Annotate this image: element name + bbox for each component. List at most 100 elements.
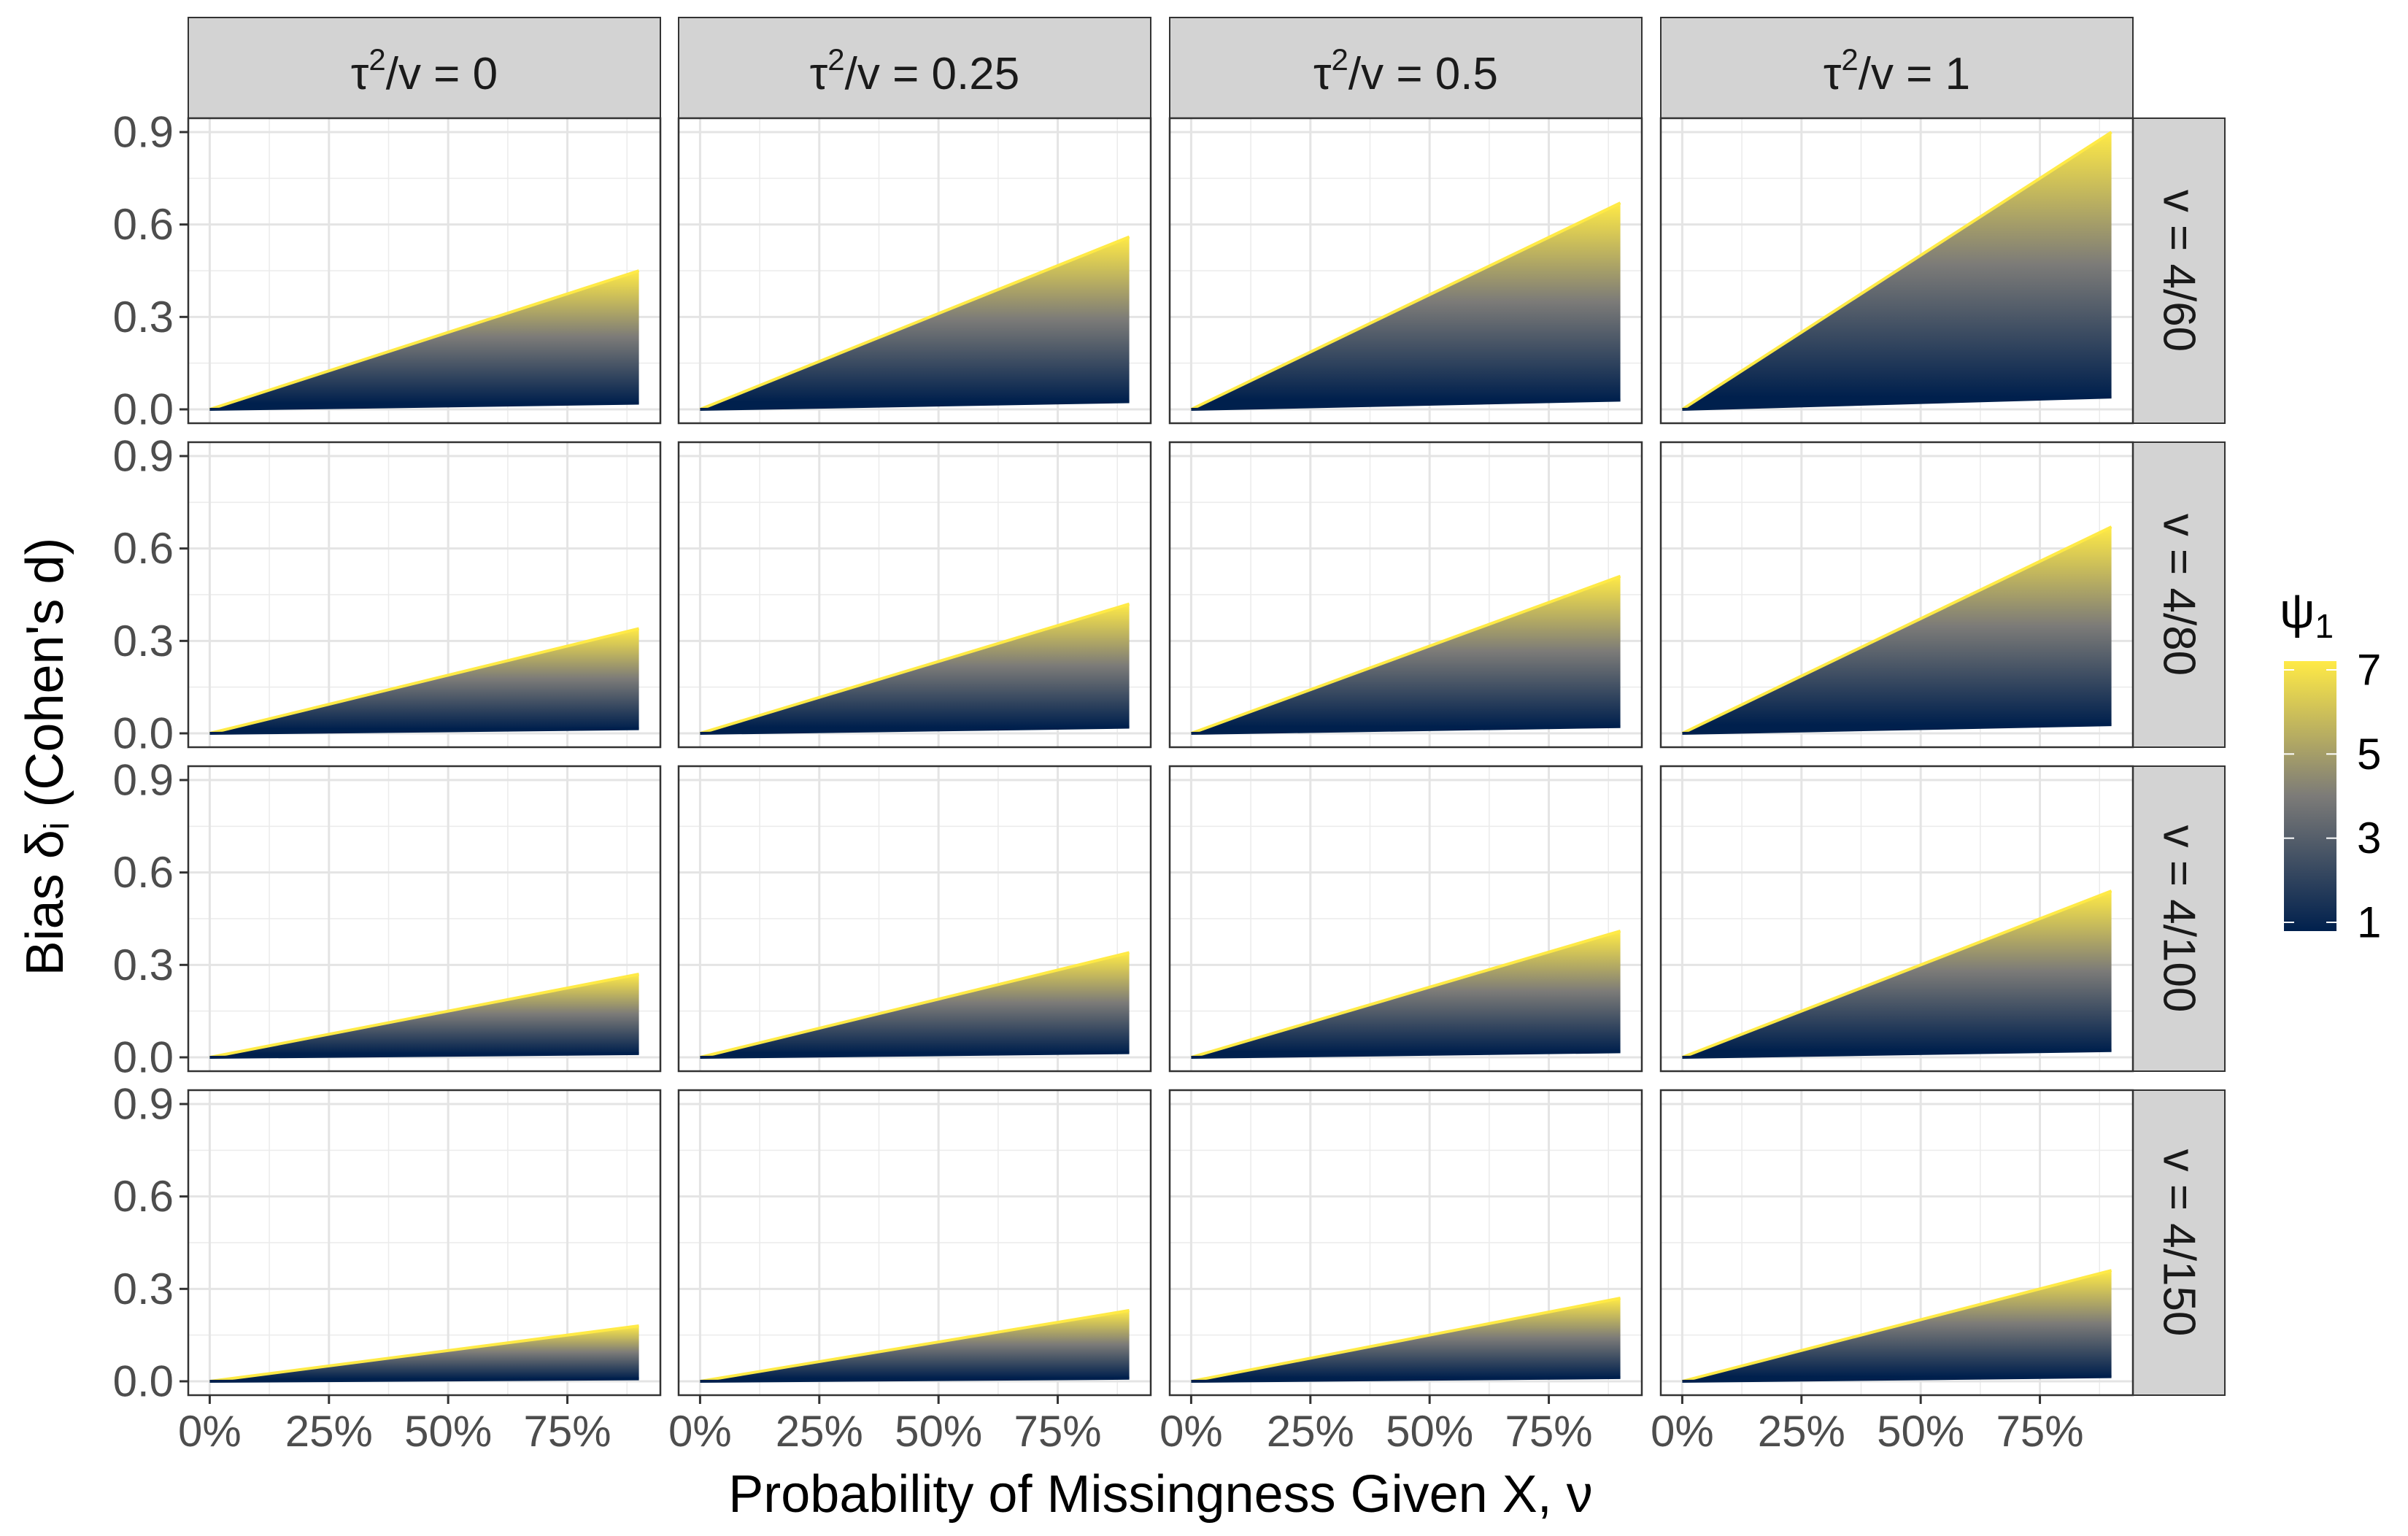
panel-border xyxy=(677,441,1152,749)
col-strip-bg xyxy=(1660,17,2134,119)
x-axis-title: Probability of Missingness Given X, ν xyxy=(728,1465,1592,1524)
bias-lower-line xyxy=(1191,398,1621,411)
legend-label: 3 xyxy=(2357,814,2381,862)
x-tick-label: 0% xyxy=(668,1407,732,1456)
row-strip-label: v = 4/100 xyxy=(2154,825,2204,1013)
col-strip-label: τ2/v = 0.5 xyxy=(1313,42,1498,99)
x-tick-label: 50% xyxy=(404,1407,492,1456)
panel-border xyxy=(187,1089,662,1397)
bias-upper-line xyxy=(1681,1269,2112,1383)
x-tick-label: 0% xyxy=(1651,1407,1714,1456)
bias-upper-line xyxy=(699,951,1130,1059)
y-tick-label: 0.6 xyxy=(113,1172,174,1221)
bias-upper-line xyxy=(1190,201,1621,411)
x-tick-label: 75% xyxy=(1996,1407,2084,1456)
y-tick-label: 0.9 xyxy=(113,108,174,157)
panel-border xyxy=(187,765,662,1073)
legend-colorbar xyxy=(2284,661,2336,931)
x-tick-label: 0% xyxy=(1159,1407,1223,1456)
row-strip-1: v = 4/80 xyxy=(2132,441,2226,748)
bias-lower-line xyxy=(700,725,1130,735)
legend-label: 7 xyxy=(2357,646,2381,695)
bias-lower-line xyxy=(1682,1049,2112,1059)
y-tick-label: 0.3 xyxy=(113,1265,174,1313)
bias-lower-line xyxy=(209,1377,639,1383)
panel-r0-c2 xyxy=(1168,117,1643,425)
bias-upper-line xyxy=(1681,889,2112,1059)
y-tick-label: 0.9 xyxy=(113,432,174,481)
panel-r3-c2: 0% 25% 50% 75% xyxy=(1159,1089,1643,1456)
panel-border xyxy=(187,117,662,425)
y-tick-label: 0.9 xyxy=(113,756,174,805)
bias-upper-line xyxy=(1191,1297,1621,1383)
y-tick-label: 0.0 xyxy=(113,709,174,758)
x-tick-label: 75% xyxy=(1505,1407,1593,1456)
panel-r1-c0: 0.0 0.3 0.6 0.9 xyxy=(113,432,662,758)
bias-upper-line xyxy=(699,602,1130,735)
y-tick-label: 0.6 xyxy=(113,524,174,573)
panel-r0-c0: 0.0 0.3 0.6 0.9 xyxy=(113,108,662,434)
col-strip-bg xyxy=(188,17,661,119)
x-tick-label: 50% xyxy=(1877,1407,1964,1456)
bias-upper-line xyxy=(209,1324,639,1383)
bias-upper-line xyxy=(209,973,639,1059)
legend-label: 5 xyxy=(2357,730,2381,779)
bias-lower-line xyxy=(1191,1375,1621,1383)
panel-r3-c3: 0% 25% 50% 75% xyxy=(1651,1089,2134,1456)
x-tick-label: 25% xyxy=(1758,1407,1845,1456)
bias-upper-line xyxy=(700,1308,1130,1383)
bias-upper-line xyxy=(209,627,640,735)
bias-upper-line xyxy=(1190,574,1621,735)
panel-border xyxy=(1659,441,2134,749)
bias-lower-line xyxy=(700,400,1130,411)
bias-lower-line xyxy=(209,1051,639,1059)
col-strip-3: τ2/v = 1 xyxy=(1660,17,2134,119)
x-tick-label: 0% xyxy=(178,1407,242,1456)
y-tick-label: 0.3 xyxy=(113,617,174,665)
panel-border xyxy=(1659,765,2134,1073)
row-strip-bg xyxy=(2132,765,2226,1072)
col-strip-bg xyxy=(1169,17,1643,119)
bias-upper-line xyxy=(699,235,1130,411)
bias-lower-line xyxy=(1682,1375,2112,1383)
panel-border xyxy=(1168,117,1643,425)
legend-label: 1 xyxy=(2357,898,2381,947)
panel-border xyxy=(1659,1089,2134,1397)
panel-border xyxy=(1168,441,1643,749)
x-tick-label: 25% xyxy=(776,1407,863,1456)
x-tick-label: 50% xyxy=(895,1407,982,1456)
legend-title: ψ1 xyxy=(2280,583,2334,645)
bias-lower-line xyxy=(209,727,639,735)
panel-border xyxy=(677,1089,1152,1397)
x-tick-label: 25% xyxy=(285,1407,373,1456)
y-tick-label: 0.6 xyxy=(113,200,174,249)
row-strip-label: v = 4/150 xyxy=(2154,1149,2204,1337)
y-axis-title: Bias δi (Cohen's d) xyxy=(16,538,77,976)
panel-r1-c2 xyxy=(1168,441,1643,749)
panel-r0-c3 xyxy=(1659,117,2134,425)
y-tick-label: 0.0 xyxy=(113,1033,174,1082)
bias-upper-line xyxy=(1681,525,2112,735)
y-tick-label: 0.6 xyxy=(113,848,174,897)
y-tick-label: 0.9 xyxy=(113,1080,174,1129)
x-tick-label: 50% xyxy=(1386,1407,1473,1456)
col-strip-0: τ2/v = 0 xyxy=(188,17,661,119)
bias-lower-line xyxy=(1191,725,1621,735)
col-strip-label: τ2/v = 0.25 xyxy=(810,42,1019,99)
panel-border xyxy=(187,441,662,749)
row-strip-0: v = 4/60 xyxy=(2132,117,2226,424)
bias-lower-line xyxy=(700,1376,1130,1383)
row-strip-bg xyxy=(2132,117,2226,424)
col-strip-1: τ2/v = 0.25 xyxy=(678,17,1151,119)
panel-r2-c3 xyxy=(1659,765,2134,1073)
bias-lower-line xyxy=(209,401,639,411)
y-tick-label: 0.0 xyxy=(113,385,174,434)
x-tick-label: 25% xyxy=(1267,1407,1354,1456)
panel-r0-c1 xyxy=(677,117,1152,425)
row-strip-label: v = 4/80 xyxy=(2154,514,2204,676)
panel-border xyxy=(1168,765,1643,1073)
bias-lower-line xyxy=(1682,723,2112,735)
bias-lower-line xyxy=(1191,1050,1621,1059)
